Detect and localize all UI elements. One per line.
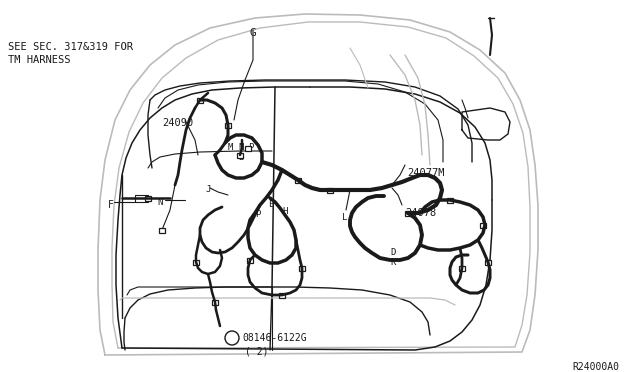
Text: 24077M: 24077M [407, 168, 445, 178]
Bar [237, 153, 243, 157]
Text: 08146-6122G: 08146-6122G [242, 333, 307, 343]
Text: N: N [238, 143, 243, 152]
Text: N: N [157, 198, 163, 207]
Bar [480, 222, 486, 228]
Bar [327, 187, 333, 192]
Bar [247, 257, 253, 263]
Text: F: F [108, 200, 114, 210]
Text: D: D [390, 248, 396, 257]
Text: J: J [205, 185, 211, 194]
Text: P: P [248, 143, 253, 152]
Text: M: M [228, 143, 234, 152]
Text: E: E [268, 200, 273, 209]
Bar [145, 196, 151, 201]
Bar [197, 97, 203, 103]
Bar [447, 198, 453, 202]
Bar [245, 145, 251, 151]
Bar [159, 228, 165, 232]
Text: B: B [229, 334, 235, 343]
Bar [225, 122, 231, 128]
Bar [459, 266, 465, 270]
Bar [193, 260, 199, 264]
Text: B: B [238, 153, 243, 162]
Bar [405, 211, 411, 215]
Bar [299, 266, 305, 270]
Text: R24000A0: R24000A0 [572, 362, 619, 372]
Text: K: K [390, 258, 396, 267]
Text: 24090: 24090 [162, 118, 193, 128]
Bar [485, 260, 491, 264]
Text: P: P [255, 210, 260, 219]
Text: TM HARNESS: TM HARNESS [8, 55, 70, 65]
Bar [279, 292, 285, 298]
Text: H: H [282, 207, 287, 216]
Text: ( 2): ( 2) [245, 346, 269, 356]
Text: SEE SEC. 317&319 FOR: SEE SEC. 317&319 FOR [8, 42, 133, 52]
Bar [212, 299, 218, 305]
Text: 24078: 24078 [405, 208, 436, 218]
Bar [295, 177, 301, 183]
Text: G: G [250, 28, 257, 38]
Circle shape [225, 331, 239, 345]
Text: L: L [342, 213, 348, 222]
